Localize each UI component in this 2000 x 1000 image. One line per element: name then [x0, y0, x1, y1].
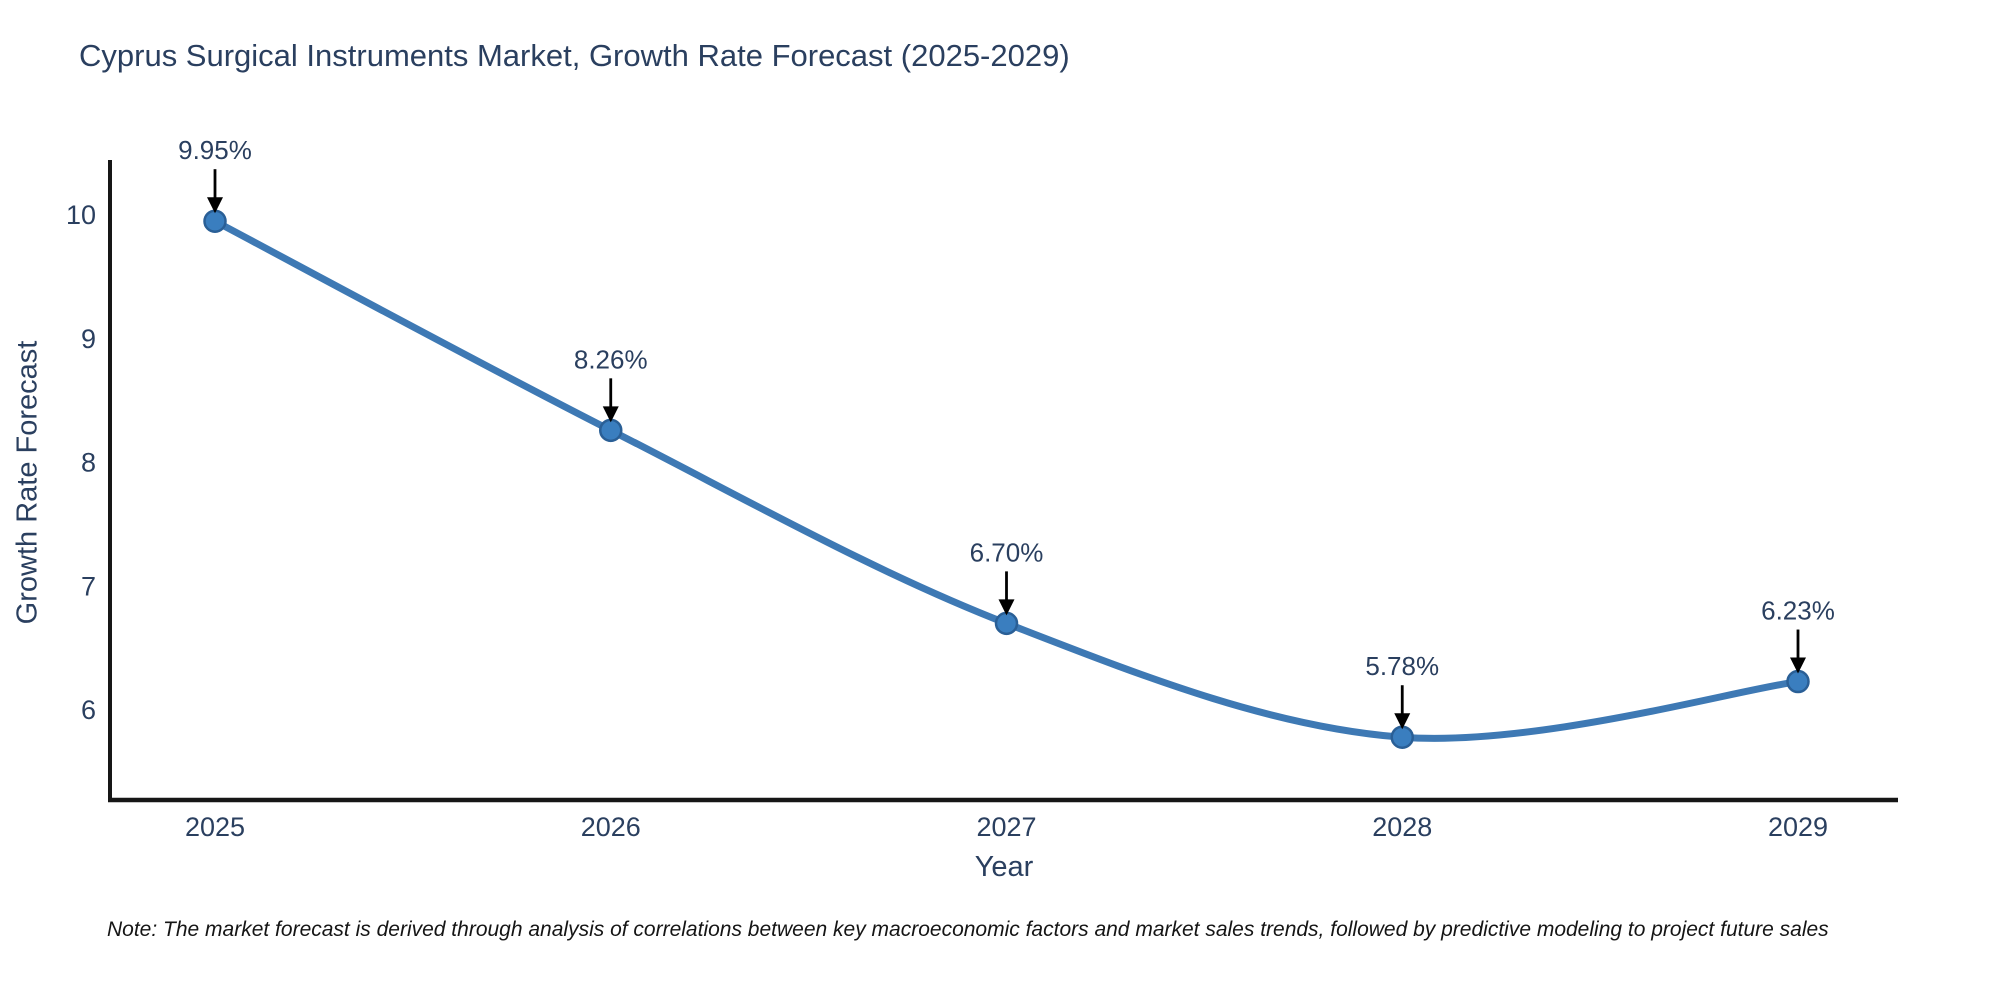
data-point-marker [203, 209, 227, 233]
y-tick-label: 7 [81, 571, 96, 601]
y-tick-label: 8 [81, 448, 96, 478]
point-value-label: 6.70% [970, 537, 1044, 567]
annotation-arrow-head [602, 406, 619, 423]
chart-title: Cyprus Surgical Instruments Market, Grow… [79, 38, 1070, 73]
x-tick-label: 2025 [185, 812, 245, 842]
x-axis-title: Year [974, 851, 1034, 883]
point-value-label: 8.26% [574, 344, 648, 374]
x-tick-label: 2029 [1768, 812, 1828, 842]
forecast-line [211, 217, 1802, 742]
chart-footnote: Note: The market forecast is derived thr… [107, 918, 1829, 941]
data-point-marker [994, 611, 1019, 636]
y-tick-label: 6 [81, 695, 96, 725]
point-value-label: 6.23% [1761, 596, 1835, 626]
data-point-marker [1390, 725, 1414, 749]
annotation-arrow-head [1790, 657, 1806, 674]
data-point-marker [599, 418, 623, 443]
data-point-marker [1786, 669, 1810, 694]
y-tick-label: 9 [81, 324, 96, 354]
y-tick-label: 10 [66, 200, 96, 230]
annotation-arrow-head [1394, 713, 1411, 730]
y-axis-title: Growth Rate Forecast [11, 340, 44, 625]
point-value-label: 5.78% [1365, 651, 1439, 681]
x-tick-label: 2028 [1372, 812, 1432, 842]
annotation-arrow-head [207, 197, 223, 214]
point-value-label: 9.95% [178, 135, 252, 165]
annotation-arrow-head [998, 599, 1015, 616]
x-tick-label: 2026 [581, 812, 641, 842]
x-tick-label: 2027 [976, 812, 1036, 842]
